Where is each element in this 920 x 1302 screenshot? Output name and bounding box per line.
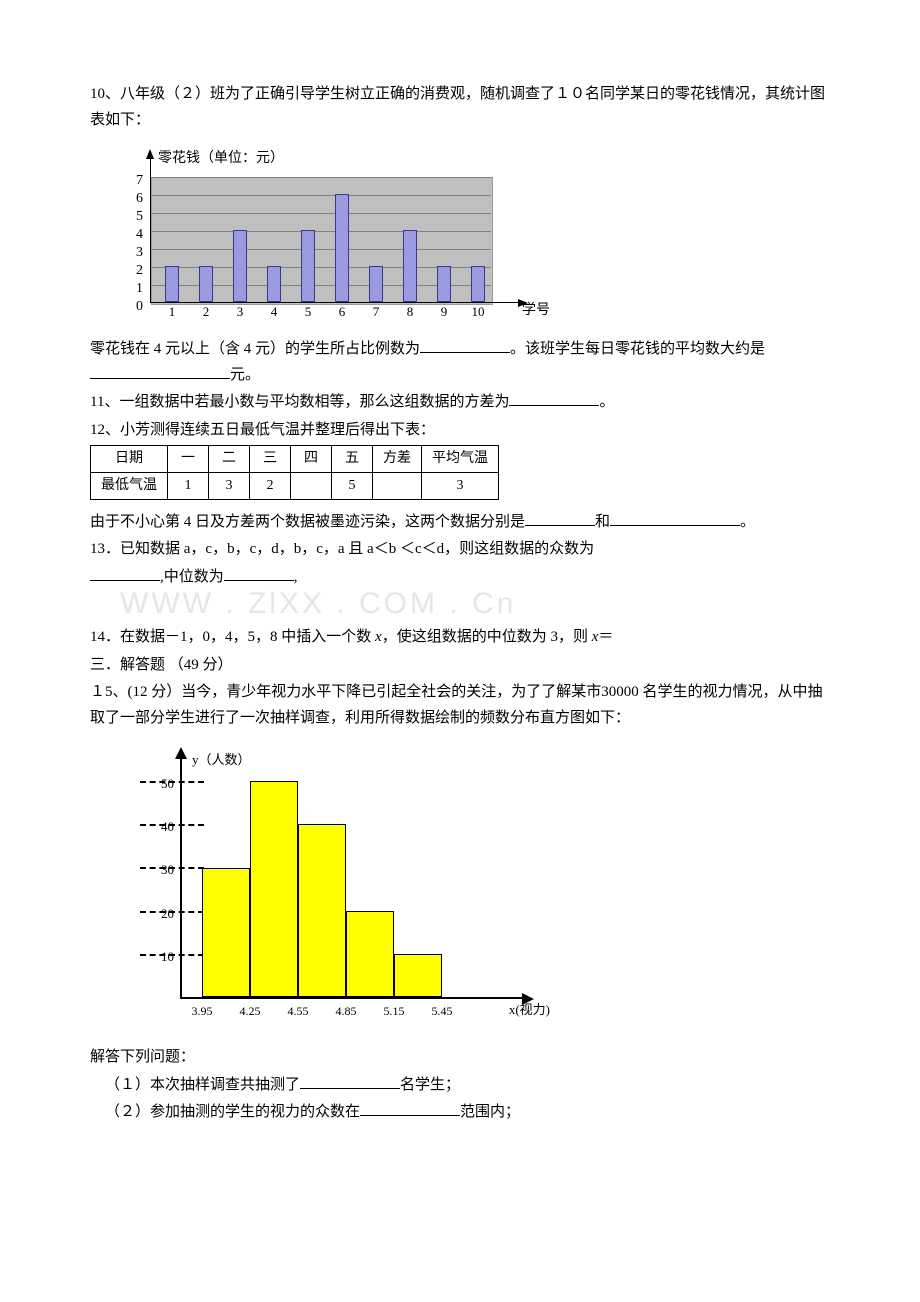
q11-text: 11、一组数据中若最小数与平均数相等，那么这组数据的方差为。 (90, 390, 830, 416)
section3-heading: 三．解答题 （49 分） (90, 653, 830, 679)
q15-sub2: （２）参加抽测的学生的视力的众数在 范围内； (90, 1100, 830, 1126)
q15-sub2-pre: （２）参加抽测的学生的视力的众数在 (105, 1104, 360, 1120)
q10-fill: 零花钱在 4 元以上（含 4 元）的学生所占比例数为 。该班学生每日零花钱的平均数… (90, 337, 830, 388)
q12-blank1[interactable] (525, 510, 595, 526)
q12-table: 日期一二三四五方差平均气温 最低气温13253 (90, 445, 499, 500)
q15-sub1: （１）本次抽样调查共抽测了 名学生； (90, 1073, 830, 1099)
q10-text: 10、八年级（２）班为了正确引导学生树立正确的消费观，随机调查了１０名同学某日的… (90, 82, 830, 133)
q12-followup: 由于不小心第 4 日及方差两个数据被墨迹污染，这两个数据分别是和。 (90, 510, 830, 536)
q10-blank2-post: 元。 (230, 367, 260, 383)
q15-sub-heading: 解答下列问题： (90, 1045, 830, 1071)
q12-text: 12、小芳测得连续五日最低气温并整理后得出下表： (90, 418, 830, 444)
q15-sub2-blank[interactable] (360, 1100, 460, 1116)
q15-chart: 10203040503.954.254.554.855.155.45y（人数）x… (110, 745, 830, 1035)
q11-blank[interactable] (509, 390, 599, 406)
q12-blank2[interactable] (610, 510, 740, 526)
q10-blank1-pre: 零花钱在 4 元以上（含 4 元）的学生所占比例数为 (90, 341, 420, 357)
q15-sub2-post: 范围内； (460, 1104, 520, 1120)
q10-blank1-post: 。该班学生每日零花钱的平均数大约是 (510, 341, 765, 357)
q15-text: １5、(12 分）当今，青少年视力水平下降已引起全社会的关注，为了了解某市300… (90, 680, 830, 731)
watermark: WWW . ZlXX . COM . Cn (120, 578, 830, 629)
q13-line1: 13．已知数据 a，c，b，c，d，b，c，a 且 a＜b ＜c＜d，则这组数据… (90, 537, 830, 563)
q15-sub1-pre: （１）本次抽样调查共抽测了 (105, 1077, 300, 1093)
q10-blank2[interactable] (90, 363, 230, 379)
q15-sub1-blank[interactable] (300, 1073, 400, 1089)
q10-blank1[interactable] (420, 337, 510, 353)
q15-sub1-post: 名学生； (400, 1077, 460, 1093)
q10-chart: 0123456712345678910零花钱（单位：元）学号 (110, 147, 830, 327)
